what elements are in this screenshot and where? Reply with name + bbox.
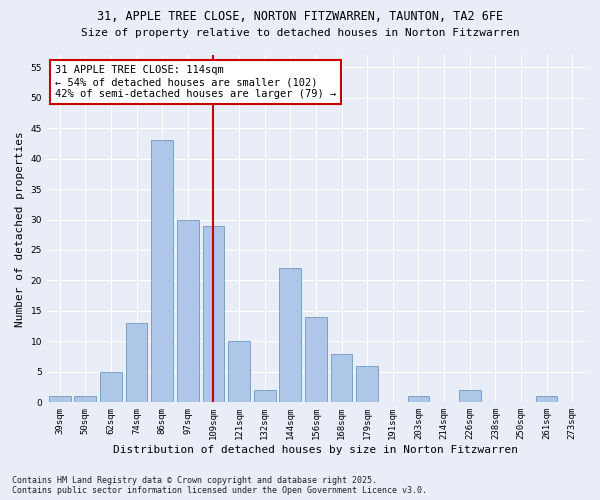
Bar — [407, 396, 430, 402]
Bar — [356, 366, 378, 403]
Text: 31, APPLE TREE CLOSE, NORTON FITZWARREN, TAUNTON, TA2 6FE: 31, APPLE TREE CLOSE, NORTON FITZWARREN,… — [97, 10, 503, 23]
Y-axis label: Number of detached properties: Number of detached properties — [15, 131, 25, 326]
Bar — [100, 372, 122, 402]
Bar — [126, 323, 148, 402]
X-axis label: Distribution of detached houses by size in Norton Fitzwarren: Distribution of detached houses by size … — [113, 445, 518, 455]
Bar — [203, 226, 224, 402]
Bar — [331, 354, 352, 403]
Text: 31 APPLE TREE CLOSE: 114sqm
← 54% of detached houses are smaller (102)
42% of se: 31 APPLE TREE CLOSE: 114sqm ← 54% of det… — [55, 66, 336, 98]
Bar — [280, 268, 301, 402]
Bar — [536, 396, 557, 402]
Bar — [49, 396, 71, 402]
Bar — [459, 390, 481, 402]
Text: Contains HM Land Registry data © Crown copyright and database right 2025.
Contai: Contains HM Land Registry data © Crown c… — [12, 476, 427, 495]
Bar — [177, 220, 199, 402]
Text: Size of property relative to detached houses in Norton Fitzwarren: Size of property relative to detached ho… — [80, 28, 520, 38]
Bar — [228, 342, 250, 402]
Bar — [74, 396, 96, 402]
Bar — [254, 390, 275, 402]
Bar — [305, 317, 327, 402]
Bar — [151, 140, 173, 402]
